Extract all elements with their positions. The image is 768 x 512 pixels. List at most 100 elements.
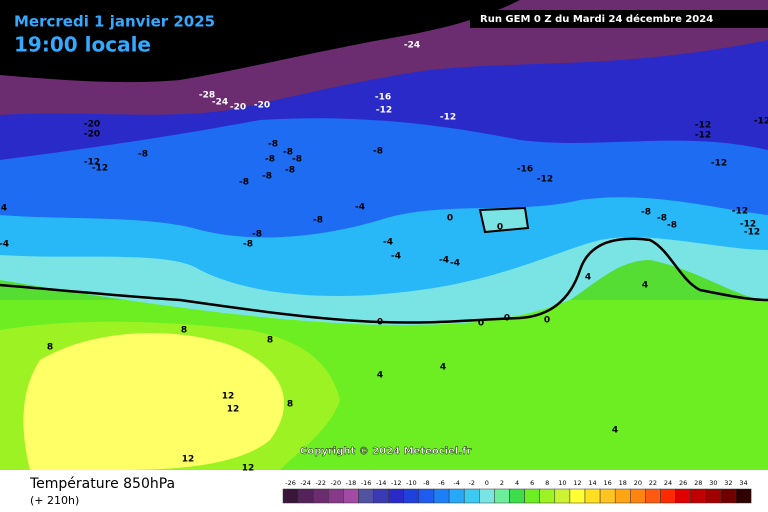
contour-label: -8 bbox=[239, 178, 249, 188]
legend-label: -24 bbox=[300, 479, 311, 487]
contour-label: -12 bbox=[537, 175, 553, 185]
legend-label: -6 bbox=[438, 479, 444, 487]
contour-label: -24 bbox=[404, 41, 420, 51]
contour-label: -8 bbox=[138, 150, 148, 160]
contour-label: -4 bbox=[383, 238, 393, 248]
zone-cold bbox=[0, 0, 520, 83]
contour-label: -4 bbox=[450, 259, 460, 269]
legend-swatch bbox=[614, 488, 631, 504]
contour-label: -8 bbox=[667, 221, 677, 231]
contour-label: -20 bbox=[254, 101, 270, 111]
contour-label: -12 bbox=[376, 106, 392, 116]
contour-label: 4 bbox=[377, 371, 383, 381]
contour-label: 0 bbox=[447, 214, 453, 224]
legend-swatch bbox=[418, 488, 435, 504]
legend-label: -26 bbox=[285, 479, 296, 487]
legend-label: 14 bbox=[588, 479, 596, 487]
legend-label: 16 bbox=[604, 479, 612, 487]
legend-label: 10 bbox=[558, 479, 566, 487]
run-box bbox=[470, 10, 768, 28]
legend-swatch bbox=[690, 488, 707, 504]
contour-label: 4 bbox=[1, 204, 7, 214]
contour-label: -16 bbox=[375, 93, 391, 103]
contour-label: -12 bbox=[732, 207, 748, 217]
legend-label: 34 bbox=[739, 479, 747, 487]
legend-label: 24 bbox=[664, 479, 672, 487]
legend-label: -8 bbox=[423, 479, 429, 487]
legend-swatch bbox=[463, 488, 480, 504]
contour-label: -8 bbox=[252, 230, 262, 240]
legend-swatch bbox=[645, 488, 661, 504]
contour-label: 4 bbox=[585, 273, 591, 283]
legend-swatch bbox=[312, 488, 329, 504]
zone-12 bbox=[23, 333, 285, 470]
legend-swatch bbox=[735, 488, 752, 504]
contour-label: -4 bbox=[391, 252, 401, 262]
legend-swatch bbox=[524, 488, 540, 504]
legend-label: 18 bbox=[619, 479, 627, 487]
legend-label: 28 bbox=[694, 479, 702, 487]
run-label: Run GEM 0 Z du Mardi 24 décembre 2024 bbox=[480, 13, 713, 25]
legend-label: -4 bbox=[453, 479, 459, 487]
contour-label: -12 bbox=[740, 220, 756, 230]
contour-label: 12 bbox=[222, 392, 235, 402]
contour-label: 12 bbox=[182, 455, 195, 465]
contour-label: -12 bbox=[92, 164, 108, 174]
legend-swatch bbox=[675, 488, 691, 504]
legend-label: 30 bbox=[709, 479, 717, 487]
contour-label: -8 bbox=[243, 240, 253, 250]
contour-label: -12 bbox=[744, 228, 760, 238]
contour-label: 8 bbox=[287, 400, 293, 410]
legend-label: 8 bbox=[545, 479, 549, 487]
legend-swatch bbox=[720, 488, 737, 504]
copyright: Copyright © 2024 Meteociel.fr bbox=[300, 446, 471, 457]
legend-swatch bbox=[388, 488, 405, 504]
legend-label: 22 bbox=[649, 479, 657, 487]
legend-swatch bbox=[403, 488, 420, 504]
contour-label: -16 bbox=[517, 165, 533, 175]
contour-label: -24 bbox=[212, 98, 228, 108]
contour-label: 12 bbox=[242, 464, 255, 474]
legend-label: 2 bbox=[500, 479, 504, 487]
contour-label: -4 bbox=[0, 240, 9, 250]
legend-swatch bbox=[479, 488, 495, 504]
contour-label: 4 bbox=[440, 363, 446, 373]
legend-label: 26 bbox=[679, 479, 687, 487]
contour-label: -12 bbox=[695, 121, 711, 131]
contour-label: 8 bbox=[47, 343, 53, 353]
legend-swatch bbox=[448, 488, 465, 504]
legend-swatch bbox=[494, 488, 510, 504]
legend-swatch bbox=[297, 488, 314, 504]
contour-label: -8 bbox=[657, 214, 667, 224]
contour-label: -8 bbox=[283, 148, 293, 158]
contour-label: 8 bbox=[181, 326, 187, 336]
contour-label: -8 bbox=[373, 147, 383, 157]
zero-isotherm bbox=[0, 237, 768, 324]
contour-label: 12 bbox=[227, 405, 240, 415]
legend-label: -12 bbox=[391, 479, 402, 487]
contour-label: 4 bbox=[612, 426, 618, 436]
contour-label: -8 bbox=[268, 140, 278, 150]
legend-label: 12 bbox=[573, 479, 581, 487]
footer-lead: (+ 210h) bbox=[30, 494, 79, 507]
legend-swatch bbox=[373, 488, 389, 504]
legend-label: -10 bbox=[406, 479, 417, 487]
contour-label: 0 bbox=[377, 318, 383, 328]
contour-label: -12 bbox=[711, 159, 727, 169]
contour-label: 4 bbox=[642, 281, 648, 291]
legend-swatch bbox=[328, 488, 344, 504]
legend-swatch bbox=[282, 488, 299, 504]
legend-swatch bbox=[569, 488, 586, 504]
contour-label: -28 bbox=[199, 91, 215, 101]
footer-title: Température 850hPa bbox=[29, 476, 175, 492]
contour-label: -12 bbox=[440, 113, 456, 123]
contour-label: -8 bbox=[285, 166, 295, 176]
legend-label: -20 bbox=[331, 479, 342, 487]
legend-label: -22 bbox=[315, 479, 326, 487]
contour-label: 0 bbox=[478, 319, 484, 329]
legend-swatch bbox=[630, 488, 646, 504]
contour-label: 0 bbox=[544, 316, 550, 326]
legend-swatch bbox=[509, 488, 525, 504]
contour-label: -4 bbox=[355, 203, 365, 213]
cold-pocket bbox=[478, 206, 530, 234]
